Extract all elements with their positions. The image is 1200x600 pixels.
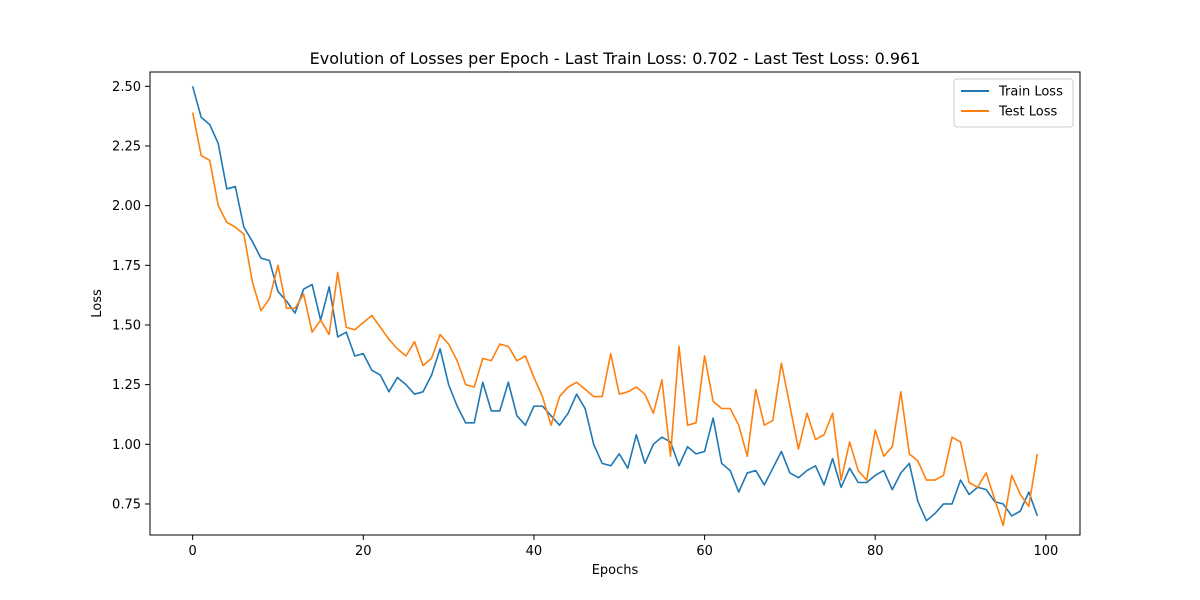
y-tick-label: 1.50 bbox=[112, 318, 141, 333]
y-tick-label: 2.25 bbox=[112, 139, 141, 154]
legend-entry: Train Loss bbox=[998, 85, 1063, 100]
y-axis-label: Loss bbox=[90, 289, 105, 318]
y-axis-ticks: 0.75 1.00 1.25 1.50 1.75 2.00 2.25 2.50 bbox=[112, 80, 150, 512]
x-tick-label: 40 bbox=[526, 544, 543, 559]
plot-frame bbox=[149, 71, 1081, 536]
legend: Train Loss Test Loss bbox=[953, 78, 1074, 128]
y-tick-label: 2.50 bbox=[112, 80, 141, 95]
y-tick-label: 1.25 bbox=[112, 378, 141, 393]
x-axis-label: Epochs bbox=[592, 563, 639, 578]
x-tick-label: 100 bbox=[1033, 544, 1058, 559]
x-tick-label: 80 bbox=[867, 544, 884, 559]
legend-entry: Test Loss bbox=[998, 105, 1057, 120]
x-tick-label: 20 bbox=[355, 544, 372, 559]
chart-title: Evolution of Losses per Epoch - Last Tra… bbox=[310, 49, 921, 68]
series-line-0 bbox=[191, 86, 1039, 522]
x-tick-label: 0 bbox=[189, 544, 197, 559]
plot-lines bbox=[191, 86, 1039, 527]
x-axis-ticks: 0 20 40 60 80 100 bbox=[189, 535, 1058, 559]
x-tick-label: 60 bbox=[696, 544, 713, 559]
y-tick-label: 1.75 bbox=[112, 259, 141, 274]
series-line-1 bbox=[191, 112, 1039, 527]
y-tick-label: 1.00 bbox=[112, 438, 141, 453]
y-tick-label: 2.00 bbox=[112, 199, 141, 214]
y-tick-label: 0.75 bbox=[112, 497, 141, 512]
